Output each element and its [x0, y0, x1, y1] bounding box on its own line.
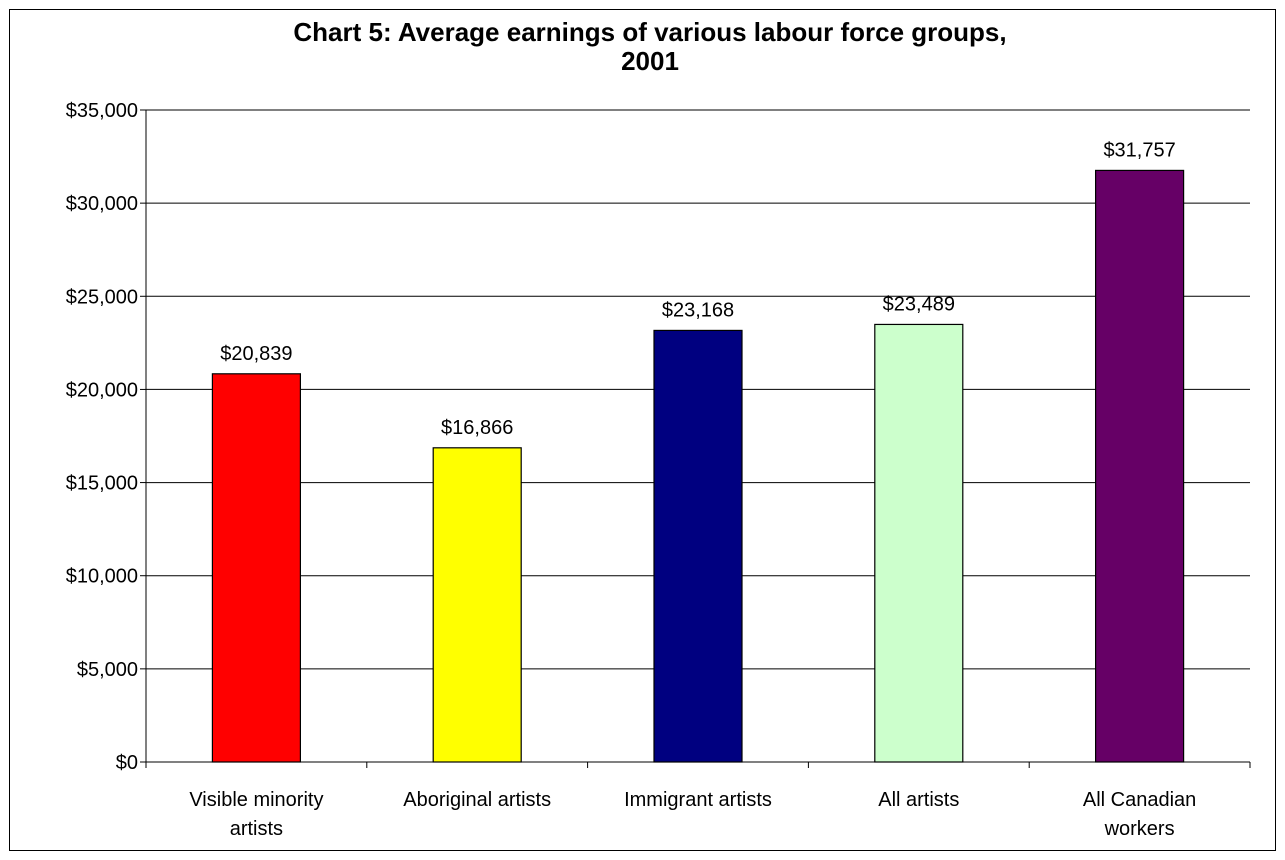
- y-tick-label: $5,000: [77, 659, 138, 681]
- x-axis-category-labels: Visible minority artists Aboriginal artist…: [189, 789, 1196, 840]
- x-category-label: artists: [230, 818, 283, 840]
- bar: [1094, 169, 1185, 763]
- bar: [432, 447, 522, 763]
- bar-value-label: $23,168: [662, 299, 734, 321]
- chart-title-line: 2001: [621, 46, 679, 76]
- y-tick-label: $25,000: [66, 286, 138, 308]
- y-tick-label: $15,000: [66, 473, 138, 495]
- data-labels: $20,839 $16,866 $23,168 $23,489 $31,757: [220, 139, 1175, 438]
- x-category-label: All artists: [878, 789, 959, 811]
- x-category-label: Visible minority: [189, 789, 323, 811]
- chart-title-line: Chart 5: Average earnings of various lab…: [293, 17, 1006, 47]
- x-category-label: All Canadian: [1083, 789, 1196, 811]
- bar: [653, 329, 743, 763]
- y-tick-label: $20,000: [66, 379, 138, 401]
- bar-value-label: $31,757: [1103, 139, 1175, 161]
- bar: [211, 373, 301, 763]
- x-category-label: workers: [1104, 818, 1175, 840]
- bar-value-label: $16,866: [441, 417, 513, 439]
- bar: [874, 323, 964, 763]
- bar-chart: Chart 5: Average earnings of various lab…: [66, 17, 1251, 840]
- y-tick-label: $30,000: [66, 193, 138, 215]
- y-tick-label: $10,000: [66, 566, 138, 588]
- bar-value-label: $20,839: [220, 343, 292, 365]
- bar-value-label: $23,489: [883, 293, 955, 315]
- chart-frame: Chart 5: Average earnings of various lab…: [9, 9, 1276, 851]
- y-tick-label: $0: [116, 752, 138, 774]
- y-tick-label: $35,000: [66, 100, 138, 122]
- x-category-label: Aboriginal artists: [403, 789, 551, 811]
- chart-title: Chart 5: Average earnings of various lab…: [293, 17, 1006, 76]
- y-axis-tick-labels: $0 $5,000 $10,000 $15,000 $20,000 $25,000 $30,…: [66, 100, 138, 774]
- axes: [140, 109, 1251, 768]
- bars: [211, 169, 1185, 763]
- x-category-label: Immigrant artists: [624, 789, 772, 811]
